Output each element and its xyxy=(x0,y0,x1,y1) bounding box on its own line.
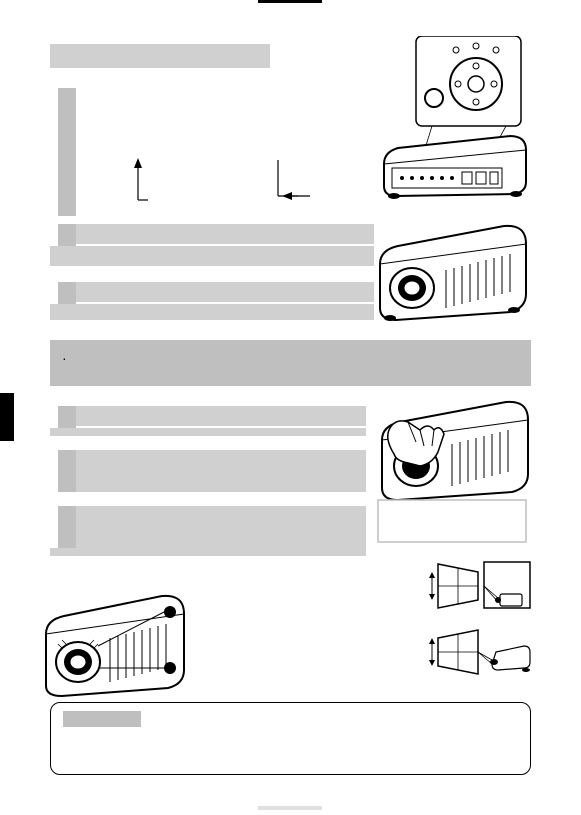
side-index-tab xyxy=(0,393,14,441)
section-title-bar xyxy=(50,44,270,68)
note-band: · xyxy=(50,340,531,386)
caution-label xyxy=(63,711,141,727)
step-number-block-6 xyxy=(58,506,76,548)
callout-dot-zoom xyxy=(164,606,176,618)
step-3-bar xyxy=(76,282,376,302)
illustration-projector-rear xyxy=(376,36,534,200)
step-4-bar xyxy=(76,406,366,426)
manual-page: · xyxy=(0,0,581,815)
step-number-block-4 xyxy=(58,406,76,428)
bullet-dot: · xyxy=(62,350,67,366)
step-number-block-3 xyxy=(58,282,76,304)
step-2-bar xyxy=(76,224,376,244)
illustration-projector-front xyxy=(374,216,534,324)
illustration-lens-cap xyxy=(374,388,534,544)
top-page-tab xyxy=(258,0,322,3)
step-4-bar-line2 xyxy=(50,428,366,436)
illustration-keystone-down xyxy=(426,624,534,680)
step-5-bar xyxy=(76,450,366,492)
step-6-bar-line2 xyxy=(50,548,366,556)
step-6-bar xyxy=(76,506,366,548)
step1-arrows xyxy=(50,88,350,218)
step-number-block-2 xyxy=(58,224,76,246)
step-number-block-5 xyxy=(58,450,76,492)
step-2-bar-line2 xyxy=(50,246,376,266)
illustration-zoom-focus xyxy=(44,588,190,698)
caution-box xyxy=(50,702,531,775)
illustration-keystone-up xyxy=(426,558,534,614)
bottom-page-tab xyxy=(258,806,322,810)
callout-dot-focus xyxy=(164,662,176,674)
